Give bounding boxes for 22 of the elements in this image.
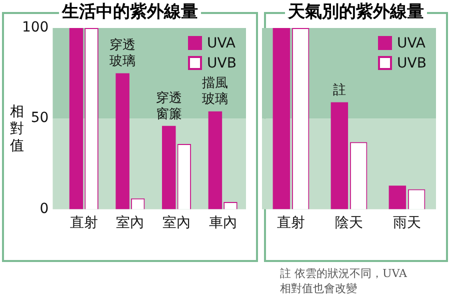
x-tick-label: 雨天: [393, 215, 421, 232]
text: 註 依雲的狀況不同，UVA相對值也會改變: [280, 266, 408, 296]
chart-title: 天氣別的紫外線量: [285, 2, 427, 22]
annotation: 穿透窗簾: [154, 90, 183, 123]
x-tick-label: 室內: [162, 215, 191, 232]
y-tick-label: 0: [40, 200, 49, 217]
chart-title: 生活中的紫外線量: [59, 2, 201, 22]
x-tick-label: 車內: [208, 215, 237, 232]
y-tick-label: 50: [30, 110, 49, 126]
x-tick-label: 直射: [70, 215, 98, 232]
x-tick-label: 室內: [116, 215, 144, 232]
y-axis-title: 相對值: [10, 104, 25, 155]
legend-label: UVA: [397, 36, 426, 52]
x-tick-label: 直射: [277, 215, 305, 232]
x-tick-label: 陰天: [335, 215, 363, 232]
annotation: 註: [332, 83, 347, 100]
legend-label: UVB: [397, 56, 426, 72]
legend-label: UVB: [207, 56, 236, 72]
annotation: 穿透玻璃: [108, 38, 137, 70]
legend-label: UVA: [207, 36, 236, 52]
y-tick-label: 100: [22, 20, 49, 36]
annotation: 擋風玻璃: [201, 76, 230, 108]
